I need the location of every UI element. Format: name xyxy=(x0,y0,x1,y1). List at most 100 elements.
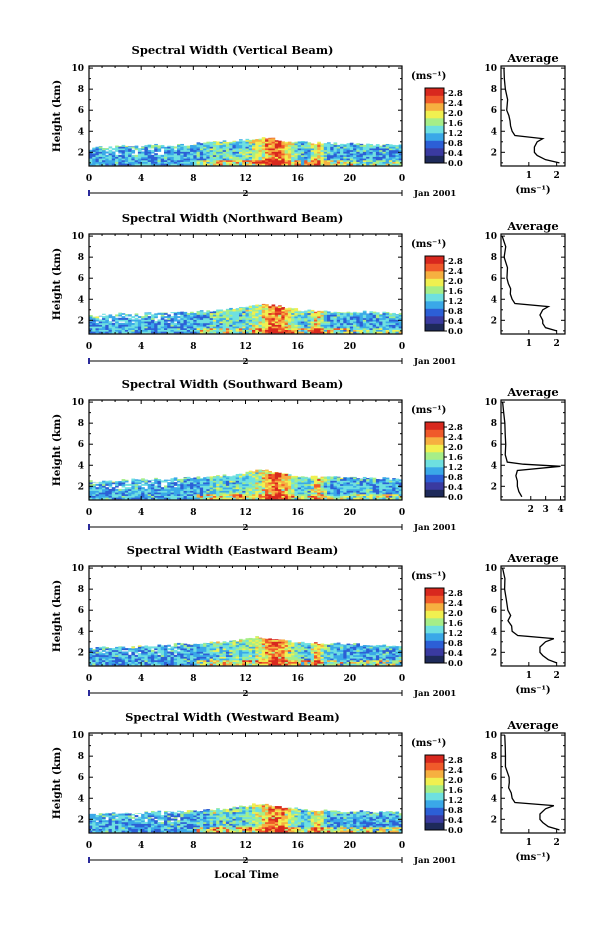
y-axis-label: Height (km) xyxy=(51,248,63,320)
x-tick-label: 16 xyxy=(291,674,304,684)
colorbar-segment xyxy=(425,467,444,475)
y-tick-label: 2 xyxy=(78,316,84,326)
average-line xyxy=(504,735,560,831)
average-y-tick-label: 10 xyxy=(484,564,497,574)
y-axis-label: Height (km) xyxy=(51,80,63,152)
colorbar-tick-label: 1.6 xyxy=(448,119,463,129)
y-tick-label: 10 xyxy=(71,564,84,574)
colorbar-frame xyxy=(424,87,445,164)
average-y-tick-label: 6 xyxy=(491,773,497,783)
x-tick-label: 4 xyxy=(138,174,144,184)
x-tick-label: 16 xyxy=(291,508,304,518)
x-tick-label: 20 xyxy=(344,841,357,851)
colorbar-segment xyxy=(425,316,444,324)
average-y-tick-label: 4 xyxy=(491,627,497,637)
average-x-tick-label: 2 xyxy=(554,838,560,848)
colorbar-segment xyxy=(425,271,444,279)
panel-3: Spectral Width (Southward Beam)0 4 8 12 16 20… xyxy=(51,377,566,533)
colorbar-segment xyxy=(425,263,444,272)
panel-title: Spectral Width (Northward Beam) xyxy=(122,211,344,225)
y-tick-label: 8 xyxy=(78,85,84,95)
date-label: Jan 2001 xyxy=(413,189,456,199)
colorbar-segment xyxy=(425,815,444,823)
colorbar-segment xyxy=(425,474,444,483)
colorbar-segment xyxy=(425,148,444,156)
colorbar-segment xyxy=(425,286,444,294)
x-tick-label: 4 xyxy=(138,674,144,684)
average-x-tick-label: 1 xyxy=(526,339,532,349)
panel-1: Spectral Width (Vertical Beam)0 4 8 12 16 20 0… xyxy=(51,43,566,199)
colorbar-frame xyxy=(424,754,445,831)
panel-title: Spectral Width (Southward Beam) xyxy=(122,377,344,391)
colorbar-segment xyxy=(425,422,444,430)
colorbar-frame xyxy=(424,421,445,498)
panel-5: Spectral Width (Westward Beam)0 4 8 12 16 20 0… xyxy=(51,710,566,866)
colorbar-segment xyxy=(425,648,444,656)
colorbar-unit: (ms⁻¹) xyxy=(411,571,446,582)
x-tick-label: 12 xyxy=(239,841,252,851)
colorbar-segment xyxy=(425,125,444,134)
colorbar-segment xyxy=(425,140,444,149)
date-label: Jan 2001 xyxy=(413,523,456,533)
y-tick-label: 8 xyxy=(78,419,84,429)
y-axis-label: Height (km) xyxy=(51,414,63,486)
average-y-tick-label: 8 xyxy=(491,419,497,429)
average-y-tick-label: 2 xyxy=(491,815,497,825)
colorbar-tick-label: 1.2 xyxy=(448,629,463,639)
colorbar-segment xyxy=(425,770,444,778)
average-x-tick-label: 1 xyxy=(526,171,532,181)
x-tick-label: 20 xyxy=(344,174,357,184)
colorbar-segment xyxy=(425,293,444,302)
colorbar-tick-label: 2.8 xyxy=(448,423,463,433)
heatmap-cells xyxy=(89,469,403,500)
average-line xyxy=(501,402,561,498)
average-y-tick-label: 6 xyxy=(491,106,497,116)
average-y-tick-label: 2 xyxy=(491,482,497,492)
colorbar-tick-label: 0.0 xyxy=(448,493,463,503)
colorbar-tick-label: 1.2 xyxy=(448,463,463,473)
panel-title: Spectral Width (Westward Beam) xyxy=(125,710,340,724)
y-tick-label: 2 xyxy=(78,815,84,825)
average-title: Average xyxy=(506,51,558,65)
x-tick-label: 0 xyxy=(399,342,405,352)
colorbar-segment xyxy=(425,807,444,816)
x-tick-label: 12 xyxy=(239,174,252,184)
colorbar-tick-label: 2.4 xyxy=(448,599,463,609)
average-y-tick-label: 8 xyxy=(491,752,497,762)
average-x-label: (ms⁻¹) xyxy=(515,185,550,196)
colorbar-tick-label: 1.2 xyxy=(448,796,463,806)
colorbar-tick-label: 2.4 xyxy=(448,99,463,109)
panel-4: Spectral Width (Eastward Beam)0 4 8 12 16 20 0… xyxy=(51,543,566,699)
colorbar-tick-label: 0.0 xyxy=(448,659,463,669)
x-tick-label: 8 xyxy=(190,342,196,352)
colorbar-segment xyxy=(425,603,444,611)
colorbar-tick-label: 0.4 xyxy=(448,649,463,659)
y-tick-label: 10 xyxy=(71,64,84,74)
colorbar-tick-label: 2.0 xyxy=(448,443,463,453)
x-tick-label: 8 xyxy=(190,674,196,684)
colorbar-segment xyxy=(425,118,444,126)
average-frame xyxy=(500,399,566,501)
colorbar-segment xyxy=(425,785,444,793)
colorbar-segment xyxy=(425,800,444,808)
average-y-tick-label: 8 xyxy=(491,85,497,95)
x-tick-label: 16 xyxy=(291,841,304,851)
x-tick-label: 4 xyxy=(138,508,144,518)
average-x-tick-label: 2 xyxy=(528,505,534,515)
y-tick-label: 6 xyxy=(78,773,84,783)
colorbar-segment xyxy=(425,103,444,111)
day-label: 2 xyxy=(243,689,249,699)
x-tick-label: 0 xyxy=(86,174,92,184)
average-x-tick-label: 2 xyxy=(554,339,560,349)
average-y-tick-label: 10 xyxy=(484,731,497,741)
colorbar-tick-label: 2.0 xyxy=(448,609,463,619)
colorbar-segment xyxy=(425,792,444,801)
colorbar-tick-label: 2.4 xyxy=(448,267,463,277)
x-tick-label: 0 xyxy=(86,342,92,352)
colorbar-segment xyxy=(425,429,444,438)
x-tick-label: 0 xyxy=(399,508,405,518)
heatmap-cells xyxy=(89,803,403,833)
